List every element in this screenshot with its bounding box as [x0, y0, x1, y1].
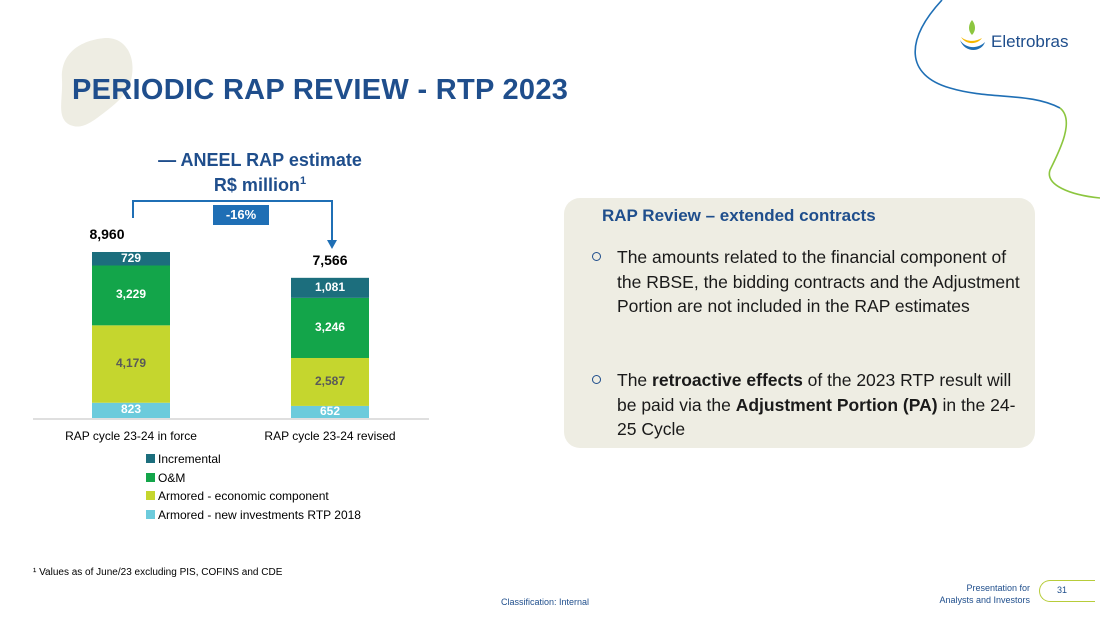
- bar-total-label: 7,566: [312, 251, 348, 268]
- legend-swatch: [146, 472, 155, 482]
- legend-item: Armored - new investments RTP 2018: [146, 507, 361, 523]
- legend-swatch: [146, 510, 155, 520]
- logo-text: Eletrobras: [991, 32, 1069, 51]
- bar-segment-1-0: [291, 405, 369, 418]
- legend-label: Armored - economic component: [158, 489, 329, 504]
- bullet-2-text: The retroactive effects of the 2023 RTP …: [617, 368, 1022, 442]
- segment-value-label: 729: [120, 250, 142, 265]
- legend-item: O&M: [146, 470, 185, 486]
- green-curve-shape: [1048, 107, 1100, 199]
- review-panel: RAP Review – extended contracts The amou…: [564, 198, 1035, 448]
- page-number-pill: 31: [1039, 580, 1095, 602]
- segment-value-label: 2,587: [314, 373, 346, 388]
- bar-segment-0-0: [92, 402, 170, 418]
- bullet-2-bold2: Adjustment Portion (PA): [735, 394, 938, 415]
- bullet-2-bold1: retroactive effects: [652, 370, 803, 390]
- chart-unit: R$ million: [213, 175, 300, 195]
- footnote-mark: 1: [299, 175, 307, 187]
- review-title: RAP Review – extended contracts: [602, 206, 876, 225]
- bullet-2-part2: of the 2023 RTP result will be paid via …: [617, 370, 1012, 415]
- circle-bullet-icon: [592, 375, 601, 384]
- presentation-line2: Analysts and Investors: [939, 595, 1030, 605]
- bar-total-label: 8,960: [89, 226, 125, 242]
- beige-blob-shape: [61, 37, 133, 127]
- stacked-bar-chart: [33, 200, 429, 420]
- bars-group: [92, 252, 369, 418]
- circle-bullet-icon: [592, 252, 601, 261]
- segment-value-label: 4,179: [115, 356, 147, 371]
- footnote: ¹ Values as of June/23 excluding PIS, CO…: [33, 567, 283, 578]
- change-badge: -16%: [213, 205, 269, 225]
- legend-swatch: [146, 491, 155, 501]
- bar-segment-1-3: [291, 277, 369, 298]
- page-title: PERIODIC RAP REVIEW - RTP 2023: [72, 74, 569, 106]
- segment-value-label: 652: [319, 403, 341, 418]
- legend-label: Armored - new investments RTP 2018: [158, 508, 361, 523]
- bullet-2-part1: The: [617, 370, 653, 390]
- segment-value-label: 1,081: [314, 279, 346, 294]
- category-label: RAP cycle 23-24 revised: [264, 429, 396, 443]
- page-number: 31: [1057, 585, 1068, 595]
- legend-item: Armored - economic component: [146, 488, 329, 504]
- bar-segment-0-2: [92, 265, 170, 326]
- eletrobras-logo-icon: [960, 20, 985, 50]
- blue-curve-shape: [914, 0, 1061, 109]
- bar-segment-0-1: [92, 325, 170, 403]
- legend-item: Incremental: [146, 451, 221, 467]
- category-label: RAP cycle 23-24 in force: [65, 429, 197, 443]
- bar-segment-0-3: [92, 252, 170, 266]
- segment-value-label: 3,229: [115, 287, 147, 302]
- legend-label: O&M: [158, 470, 186, 485]
- chart-title-line2: R$ million1: [120, 175, 400, 196]
- classification-label: Classification: Internal: [501, 597, 590, 607]
- segment-value-label: 823: [120, 402, 142, 417]
- presentation-label: Presentation for Analysts and Investors: [939, 582, 1030, 606]
- bar-segment-1-2: [291, 297, 369, 358]
- segment-value-label: 3,246: [314, 319, 346, 334]
- bullet-1-text: The amounts related to the financial com…: [617, 247, 1020, 316]
- presentation-line1: Presentation for: [966, 583, 1030, 593]
- chart-title-line1: — ANEEL RAP estimate: [158, 150, 362, 170]
- change-connector-line: [132, 200, 333, 241]
- legend-swatch: [146, 454, 155, 463]
- legend-label: Incremental: [158, 452, 221, 466]
- bar-segment-1-1: [291, 357, 369, 406]
- change-arrow-head: [327, 240, 337, 249]
- bullet-2-part3: in the 24-25 Cycle: [617, 394, 1016, 440]
